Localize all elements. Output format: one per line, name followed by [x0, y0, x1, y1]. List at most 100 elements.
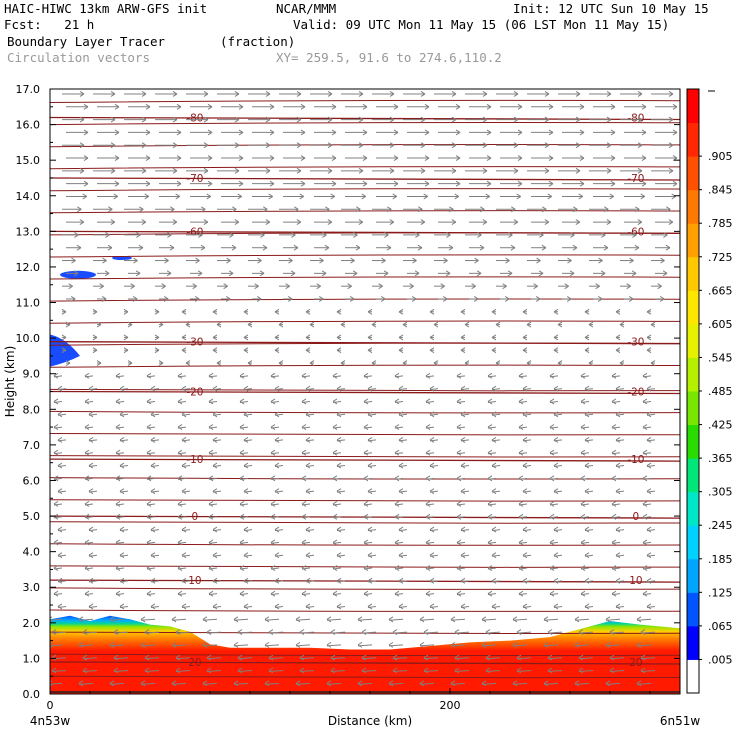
wind-vector-head — [672, 180, 678, 187]
wind-vector-head — [265, 91, 271, 97]
wind-vector-head — [482, 116, 488, 123]
wind-vector-head — [449, 206, 454, 213]
wind-vector-head — [394, 513, 400, 520]
wind-vector-head — [171, 616, 177, 623]
wind-vector-head — [256, 296, 262, 302]
wind-vector-head — [367, 334, 373, 341]
wind-vector — [543, 644, 559, 647]
wind-vector-head — [181, 603, 187, 610]
wind-vector-head — [268, 667, 274, 674]
wind-vector-head — [208, 590, 214, 597]
wind-vector-head — [518, 424, 524, 431]
contour-label: -10 — [627, 454, 644, 466]
wind-vector-head — [425, 449, 431, 456]
wind-vector-head — [389, 167, 395, 174]
wind-vector-head — [167, 231, 172, 238]
wind-vector-head — [115, 475, 121, 482]
wind-vector — [547, 657, 563, 660]
wind-vector-head — [233, 641, 239, 648]
wind-vector-head — [141, 219, 147, 226]
wind-vector-head — [507, 270, 513, 277]
wind-vector — [485, 670, 501, 673]
wind-vector-head — [456, 501, 462, 507]
colorbar-label: .425 — [708, 419, 733, 432]
wind-vector-head — [181, 552, 187, 559]
wind-vector-head — [355, 244, 361, 251]
wind-vector-head — [584, 488, 590, 495]
wind-vector-head — [429, 411, 435, 418]
wind-vector-head — [363, 398, 369, 405]
wind-vector-head — [177, 475, 183, 482]
wind-vector-head — [83, 155, 89, 161]
wind-vector-head — [482, 219, 488, 226]
wind-vector — [392, 657, 408, 660]
wind-vector-head — [394, 539, 400, 546]
wind-vector-head — [516, 629, 522, 635]
wind-vector-head — [495, 360, 501, 366]
colorbar-swatch — [687, 223, 699, 258]
wind-vector-head — [150, 488, 156, 495]
wind-vector-head — [327, 116, 333, 123]
cross-section-coords: XY= 259.5, 91.6 to 274.6,110.2 — [276, 50, 502, 65]
wind-vector-head — [185, 321, 191, 328]
wind-vector-head — [57, 603, 63, 610]
wind-vector — [206, 657, 222, 660]
wind-vector-head — [207, 103, 213, 110]
isentrope-line — [50, 166, 680, 170]
wind-vector-head — [491, 347, 497, 354]
y-tick-label: 7.0 — [23, 439, 41, 452]
wind-vector-head — [305, 334, 311, 341]
y-tick-label: 14.0 — [16, 190, 41, 203]
wind-vector — [268, 657, 284, 660]
wind-vector — [206, 631, 222, 634]
wind-vector-head — [518, 590, 524, 597]
wind-vector-head — [425, 590, 431, 597]
wind-vector-head — [549, 424, 555, 431]
wind-vector-head — [177, 590, 183, 597]
temperature-contour — [50, 579, 680, 583]
wind-vector-head — [605, 680, 611, 687]
wind-vector-head — [518, 501, 524, 507]
wind-vector-head — [78, 641, 84, 648]
wind-vector-head — [411, 296, 417, 302]
wind-vector-head — [243, 411, 249, 418]
wind-vector-head — [84, 424, 90, 431]
wind-vector-head — [451, 91, 457, 97]
wind-vector-head — [110, 219, 116, 226]
wind-vector-head — [544, 219, 550, 226]
wind-vector-head — [491, 436, 497, 443]
y-tick-label: 1.0 — [23, 652, 41, 665]
wind-vector — [419, 644, 435, 647]
wind-vector-head — [619, 321, 625, 328]
plot-area: -80 -80 -70 -70 -60 -60 -30 -30 -20 -20 -10 -10 0 0 10… — [50, 91, 680, 694]
wind-vector-head — [476, 270, 482, 277]
wind-vector-head — [665, 244, 671, 251]
wind-vector-head — [176, 103, 182, 110]
wind-vector-head — [420, 91, 426, 97]
wind-vector-head — [84, 539, 90, 546]
wind-vector-head — [305, 577, 311, 584]
wind-vector-head — [584, 334, 590, 341]
wind-vector-head — [206, 667, 212, 674]
wind-vector-head — [549, 539, 555, 546]
wind-vector-head — [263, 206, 268, 213]
wind-vector-head — [150, 462, 156, 469]
wind-vector-head — [668, 142, 674, 149]
wind-vector-head — [460, 526, 466, 533]
wind-vector-head — [295, 680, 301, 687]
wind-vector-head — [575, 142, 581, 149]
wind-vector-head — [482, 167, 488, 174]
wind-vector-head — [487, 449, 493, 456]
wind-vector-head — [460, 385, 466, 392]
colorbar-label: .185 — [708, 553, 733, 566]
x-end-label-right: 6n51w — [660, 714, 701, 728]
wind-vector-head — [177, 513, 183, 520]
wind-vector-head — [265, 116, 271, 123]
wind-vector-head — [336, 308, 342, 315]
wind-vector-head — [398, 462, 404, 469]
wind-vector-head — [606, 167, 612, 174]
wind-vector-head — [668, 116, 674, 123]
wind-vector-head — [243, 436, 249, 443]
wind-vector — [109, 618, 125, 621]
wind-vector-head — [487, 565, 493, 571]
